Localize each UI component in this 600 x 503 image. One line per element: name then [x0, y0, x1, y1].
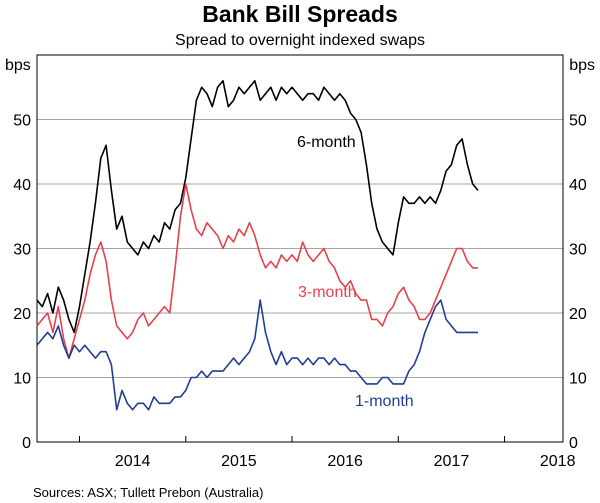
x-tick-label: 2018: [540, 453, 576, 470]
series-line-3-month: [36, 183, 478, 359]
y-unit-left: bps: [5, 57, 31, 74]
x-tick-label: 2017: [434, 453, 470, 470]
y-axis-right-labels: 0 10 20 30 40 50: [569, 113, 587, 453]
chart-title: Bank Bill Spreads: [202, 1, 398, 27]
y-tick-label-left: 30: [13, 242, 31, 259]
y-tick-label-right: 40: [569, 177, 587, 194]
x-axis-ticks: 2014 2015 2016 2017 2018: [79, 436, 576, 470]
series-label-1-month: 1-month: [355, 393, 414, 410]
chart-subtitle: Spread to overnight indexed swaps: [175, 32, 425, 49]
gridlines: [37, 119, 563, 378]
y-tick-label-left: 20: [13, 306, 31, 323]
y-unit-right: bps: [569, 57, 595, 74]
series-label-3-month: 3-month: [298, 284, 357, 301]
x-tick-label: 2016: [327, 453, 363, 470]
y-axis-left-labels: 0 10 20 30 40 50: [13, 113, 31, 453]
y-tick-label-right: 50: [569, 113, 587, 130]
series-label-6-month: 6-month: [297, 134, 356, 151]
y-tick-label-right: 10: [569, 371, 587, 388]
y-tick-label-left: 50: [13, 113, 31, 130]
y-tick-label-right: 30: [569, 242, 587, 259]
series-lines: [36, 80, 479, 411]
x-tick-label: 2014: [115, 453, 151, 470]
y-tick-label-right: 20: [569, 306, 587, 323]
series-line-6-month: [36, 80, 479, 334]
y-tick-label-right: 0: [569, 435, 578, 452]
y-tick-label-left: 40: [13, 177, 31, 194]
x-tick-label: 2015: [221, 453, 257, 470]
source-note: Sources: ASX; Tullett Prebon (Australia): [33, 485, 264, 500]
series-line-1-month: [36, 299, 478, 411]
plot-frame: [36, 54, 564, 443]
y-tick-label-left: 0: [22, 435, 31, 452]
y-tick-label-left: 10: [13, 371, 31, 388]
